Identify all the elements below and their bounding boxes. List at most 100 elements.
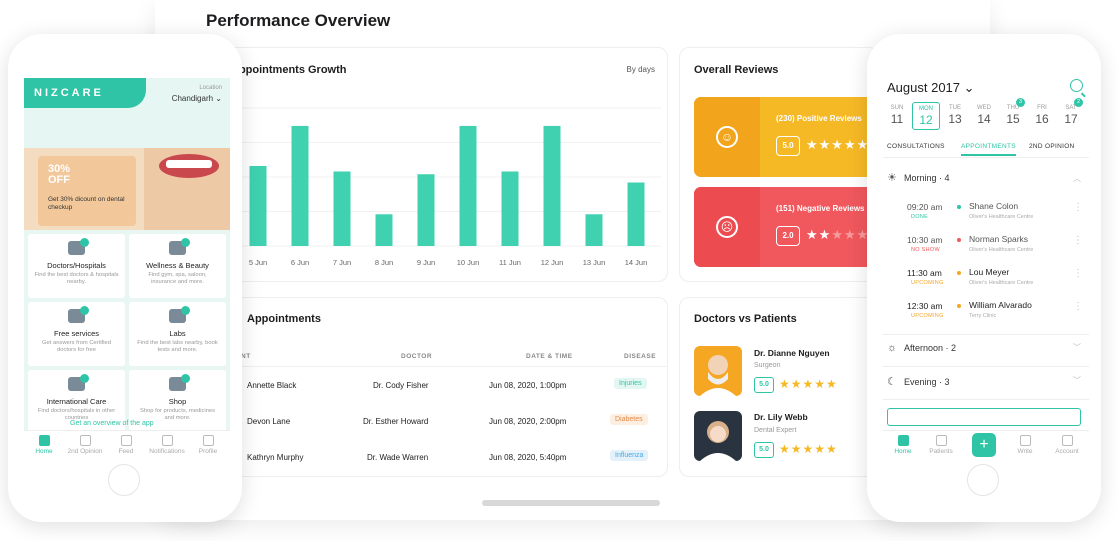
chart-bar[interactable]	[375, 214, 393, 246]
appointment-status: UPCOMING	[911, 280, 944, 286]
user-icon	[79, 435, 91, 446]
tile-international-care[interactable]: International Care Find doctors/hospital…	[28, 370, 125, 434]
appointment-patient[interactable]: Lou Meyer	[969, 267, 1010, 277]
moon-icon: ☾	[887, 376, 897, 388]
month-selector[interactable]: August 2017 ⌄	[887, 80, 975, 95]
note-input-box[interactable]	[887, 408, 1081, 426]
day-number: 15	[1006, 112, 1020, 126]
nav-home[interactable]: Home	[883, 435, 923, 455]
status-dot	[957, 304, 961, 308]
overview-link[interactable]: Get an overview of the app	[70, 420, 154, 427]
write-icon	[1019, 435, 1031, 446]
appointment-patient[interactable]: William Alvarado	[969, 300, 1032, 310]
chevron-down-icon[interactable]: ﹀	[1073, 376, 1081, 385]
tile-free-services[interactable]: Free services Get answers from Certified…	[28, 302, 125, 366]
left-phone-home-button[interactable]	[108, 464, 140, 496]
doctor-role: Surgeon	[754, 362, 781, 369]
day-sat[interactable]: 2 SAT 17	[1057, 98, 1085, 126]
chart-bar[interactable]	[417, 174, 435, 246]
nav-feed[interactable]: Feed	[106, 435, 146, 455]
tablet-home-indicator	[482, 500, 660, 506]
appointment-patient[interactable]: Norman Sparks	[969, 234, 1029, 244]
chart-bar[interactable]	[501, 171, 519, 246]
app-logo: NIZCARE	[34, 87, 104, 99]
star-rating: ★★★★★	[779, 442, 838, 456]
x-tick-label: 8 Jun	[375, 258, 393, 267]
evening-section-header[interactable]: ☾ Evening · 3	[887, 375, 950, 388]
nav-write[interactable]: Write	[1005, 435, 1045, 455]
table-row-doctor: Dr. Esther Howard	[363, 417, 429, 426]
col-header-doctor: DOCTOR	[401, 353, 433, 360]
search-icon[interactable]	[1070, 79, 1083, 92]
day-number: 13	[948, 112, 962, 126]
chart-bar[interactable]	[543, 125, 561, 246]
appointment-patient[interactable]: Shane Colon	[969, 201, 1019, 211]
day-name: TUE	[949, 105, 961, 111]
tab-appointments[interactable]: APPOINTMENTS	[961, 143, 1016, 156]
tile-wellness-beauty[interactable]: Wellness & Beauty Find gym, spa, saloon,…	[129, 234, 226, 298]
chevron-up-icon[interactable]: ︿	[1073, 174, 1081, 183]
day-thu[interactable]: 3 THU 15	[999, 98, 1027, 126]
nav-label: Profile	[198, 448, 218, 455]
promo-banner[interactable]: 30% OFF Get 30% dicount on dental checku…	[24, 148, 230, 230]
account-icon	[1061, 435, 1073, 446]
tile-title: Free services	[53, 329, 99, 338]
x-tick-label: 14 Jun	[625, 258, 648, 267]
tile-desc: Find the best doctors & hospitals nearby…	[34, 272, 119, 285]
nav-label: Home	[894, 448, 912, 455]
location-selector[interactable]: Chandigarh ⌄	[171, 94, 222, 103]
day-fri[interactable]: FRI 16	[1028, 102, 1056, 126]
section-label: Morning · 4	[904, 173, 950, 183]
tile-desc: Find doctors/hospitals in other countrie…	[37, 408, 116, 421]
day-tue[interactable]: TUE 13	[941, 102, 969, 126]
positive-review-score: 5.0	[776, 136, 800, 156]
negative-review-panel[interactable]: ☹ (151) Negative Reviews 2.0 ★★★★★	[694, 187, 878, 267]
day-wed[interactable]: WED 14	[970, 102, 998, 126]
section-divider	[883, 399, 1089, 400]
chat-icon	[68, 306, 89, 323]
chart-bar[interactable]	[291, 125, 309, 246]
nav-patients[interactable]: Patients	[921, 435, 961, 455]
x-tick-label: 11 Jun	[499, 258, 521, 267]
promo-text: Get 30% dicount on dental checkup	[48, 196, 125, 211]
more-options-icon[interactable]: ⋮	[1073, 235, 1083, 246]
overall-reviews-card: Overall Reviews ☺ (230) Positive Reviews…	[679, 47, 879, 282]
tab-bar: CONSULTATIONS APPOINTMENTS 2ND OPINION	[883, 140, 1089, 158]
tile-doctors-hospitals[interactable]: Doctors/Hospitals Find the best doctors …	[28, 234, 125, 298]
chart-bar[interactable]	[333, 171, 351, 246]
day-sun[interactable]: SUN 11	[883, 102, 911, 126]
morning-section-header[interactable]: ☀ Morning · 4	[887, 171, 950, 184]
more-options-icon[interactable]: ⋮	[1073, 301, 1083, 312]
afternoon-section-header[interactable]: ☼ Afternoon · 2	[887, 342, 956, 354]
chart-bar[interactable]	[585, 214, 603, 246]
day-name: WED	[977, 105, 991, 111]
doctor-portrait-icon	[700, 355, 736, 396]
tile-labs[interactable]: Labs Find the best labs nearby, book tes…	[129, 302, 226, 366]
right-phone-home-button[interactable]	[967, 464, 999, 496]
section-label: Evening · 3	[904, 377, 950, 387]
more-options-icon[interactable]: ⋮	[1073, 268, 1083, 279]
nav-profile[interactable]: Profile	[188, 435, 228, 455]
section-divider	[883, 366, 1089, 367]
by-days-dropdown[interactable]: By days	[626, 65, 655, 74]
tab-second-opinion[interactable]: 2ND OPINION	[1029, 143, 1075, 150]
chevron-down-icon[interactable]: ﹀	[1073, 343, 1081, 352]
tile-shop[interactable]: Shop Shop for products, medicines and mo…	[129, 370, 226, 434]
nav-label: Write	[1017, 448, 1033, 455]
day-mon-selected[interactable]: MON 12	[912, 102, 940, 130]
chart-bar[interactable]	[249, 165, 267, 246]
chart-bar[interactable]	[627, 182, 645, 246]
calendar-icon	[897, 435, 909, 446]
tab-consultations[interactable]: CONSULTATIONS	[887, 143, 945, 150]
appointment-place: Oliver's Healthcare Centre	[969, 247, 1034, 253]
positive-review-panel[interactable]: ☺ (230) Positive Reviews 5.0 ★★★★★	[694, 97, 878, 177]
more-options-icon[interactable]: ⋮	[1073, 202, 1083, 213]
nav-notifications[interactable]: Notifications	[147, 435, 187, 455]
add-button[interactable]: +	[972, 433, 996, 457]
disease-badge: Diabetes	[610, 414, 648, 425]
chart-bar[interactable]	[459, 125, 477, 246]
nav-account[interactable]: Account	[1047, 435, 1087, 455]
nav-home[interactable]: Home	[24, 435, 64, 455]
nav-second-opinion[interactable]: 2nd Opinion	[65, 435, 105, 455]
